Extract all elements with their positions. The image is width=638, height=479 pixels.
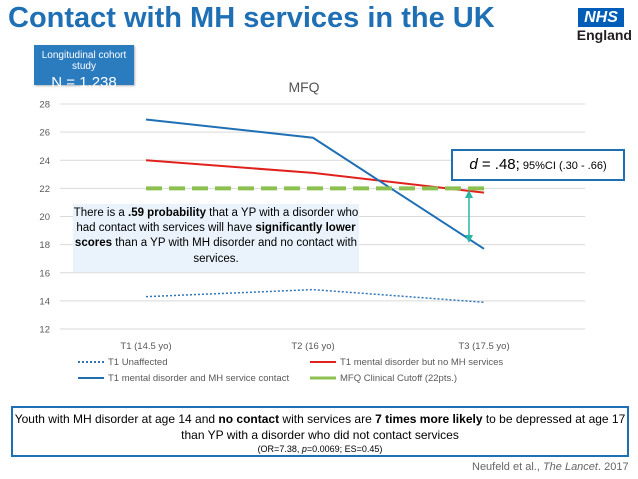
citation-authors: Neufeld et al., (472, 461, 543, 473)
legend-label: T1 Unaffected (108, 357, 168, 368)
y-tick-label: 18 (39, 240, 50, 251)
study-type-label: Longitudinal cohort study (41, 50, 127, 72)
y-tick-label: 16 (39, 268, 50, 279)
chart-title: MFQ (288, 79, 319, 95)
prob-text: than a YP with MH disorder and no contac… (112, 237, 358, 265)
y-tick-label: 28 (39, 100, 50, 111)
citation: Neufeld et al., The Lancet. 2017 (472, 461, 629, 473)
finding-text: to be depressed at age 17 than YP with a… (181, 412, 626, 442)
sample-size: N = 1,238 (51, 74, 117, 91)
y-tick-label: 20 (39, 212, 50, 223)
nhs-logo-region: England (576, 27, 632, 43)
x-tick-label: T2 (16 yo) (291, 341, 334, 352)
legend-label: T1 mental disorder and MH service contac… (108, 373, 289, 384)
finding-emphasis: 7 times more likely (375, 412, 483, 426)
series-line-1 (145, 159, 485, 194)
mfq-line-chart: MFQ 12 14 16 18 20 22 24 26 28 T1 (14.5 yo) T2 (1… (39, 79, 585, 384)
finding-emphasis: no contact (218, 412, 280, 426)
y-tick-label: 14 (39, 296, 50, 307)
finding-statistics: (OR=7.38, p=0.0069; ES=0.45) (13, 444, 627, 454)
effect-size-box: d = .48; 95%CI (.30 - .66) (451, 149, 625, 181)
legend-label: T1 mental disorder but no MH services (340, 357, 503, 368)
study-info-box: Longitudinal cohort study N = 1,238 (34, 45, 134, 91)
legend-label: MFQ Clinical Cutoff (22pts.) (340, 373, 457, 384)
citation-journal: The Lancet (542, 461, 598, 473)
effect-d-symbol: d (469, 156, 478, 173)
y-tick-label: 12 (39, 325, 50, 336)
x-tick-label: T3 (17.5 yo) (458, 341, 509, 352)
key-finding-text: Youth with MH disorder at age 14 and no … (13, 412, 627, 443)
stats-text: =0.0069; ES=0.45) (306, 444, 383, 454)
key-finding-box: Youth with MH disorder at age 14 and no … (11, 406, 629, 457)
stats-text: (OR=7.38, (257, 444, 302, 454)
finding-text: Youth with MH disorder at age 14 and (14, 412, 219, 426)
nhs-england-logo: NHS England (560, 8, 632, 43)
effect-confidence-interval: 95%CI (.30 - .66) (519, 160, 607, 172)
effect-d-value: = .48; (477, 156, 520, 173)
effect-arrow-head-bottom (465, 235, 473, 243)
page-title: Contact with MH services in the UK (8, 2, 495, 34)
prob-text: that a YP with a disorder who had contac… (76, 207, 359, 235)
x-tick-label: T1 (14.5 yo) (120, 341, 171, 352)
series-line-0 (145, 288, 485, 304)
y-tick-label: 26 (39, 128, 50, 139)
y-tick-label: 24 (39, 156, 50, 167)
y-tick-label: 22 (39, 184, 50, 195)
probability-callout: There is a .59 probability that a YP wit… (73, 204, 359, 272)
stats-p-symbol: p (301, 444, 307, 454)
prob-emphasis: significantly lower scores (74, 222, 356, 250)
prob-text: There is a (73, 207, 128, 219)
series-line-2 (145, 118, 485, 250)
nhs-logo-mark: NHS (578, 8, 624, 27)
effect-arrow-head-top (465, 190, 473, 198)
finding-text: with services are (279, 412, 376, 426)
prob-value: .59 probability (128, 207, 206, 219)
citation-year: . 2017 (597, 461, 629, 473)
